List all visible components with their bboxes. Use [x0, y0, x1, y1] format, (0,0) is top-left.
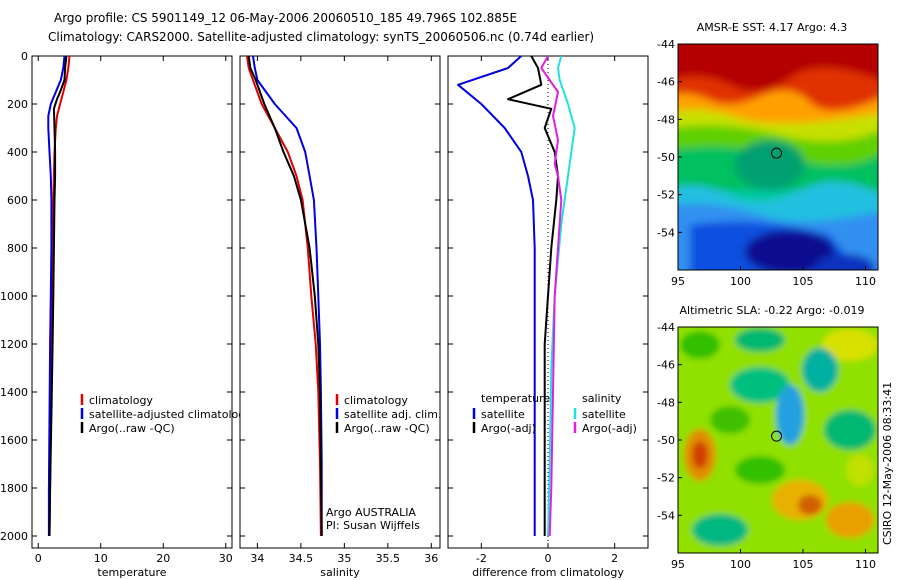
map-title: Altimetric SLA: -0.22 Argo: -0.019 — [680, 304, 865, 317]
y-tick-label: 1000 — [0, 290, 28, 303]
x-axis-label: temperature — [97, 566, 166, 579]
x-tick-label: 35 — [337, 552, 351, 565]
x-tick-label: -2 — [476, 552, 487, 565]
x-tick-label: 35.5 — [376, 552, 401, 565]
legend-entry: satellite — [582, 408, 626, 421]
series-line-cyan — [547, 56, 576, 537]
y-tick-label: -46 — [657, 359, 675, 372]
series-line-blue — [47, 56, 66, 536]
annotation-text: Argo AUSTRALIA — [326, 506, 416, 519]
x-tick-label: 30 — [219, 552, 233, 565]
series-line-blue — [252, 56, 323, 536]
y-tick-label: 1400 — [0, 386, 28, 399]
y-tick-label: 400 — [7, 146, 28, 159]
x-tick-label: 105 — [793, 558, 814, 571]
x-axis-label: salinity — [320, 566, 360, 579]
x-tick-label: 105 — [793, 275, 814, 288]
y-tick-label: 1600 — [0, 434, 28, 447]
x-tick-label: 110 — [855, 275, 876, 288]
y-tick-label: -54 — [657, 226, 675, 239]
y-tick-label: 200 — [7, 98, 28, 111]
x-axis-label: difference from climatology — [472, 566, 624, 579]
y-tick-label: 1200 — [0, 338, 28, 351]
y-tick-label: -52 — [657, 472, 675, 485]
x-tick-label: 34 — [250, 552, 264, 565]
header-line2: Climatology: CARS2000. Satellite-adjuste… — [48, 30, 594, 44]
sst-heatmap — [678, 44, 878, 270]
float-location-marker — [771, 430, 783, 442]
legend-title: salinity — [582, 392, 622, 405]
y-tick-label: -48 — [657, 396, 675, 409]
y-tick-label: 0 — [21, 50, 28, 63]
series-group — [457, 56, 576, 537]
y-tick-label: -46 — [657, 76, 675, 89]
x-tick-label: 0 — [35, 552, 42, 565]
legend-entry: satellite — [481, 408, 525, 421]
y-tick-label: -44 — [657, 321, 675, 334]
series-line-black — [48, 56, 68, 537]
series-group — [246, 56, 323, 537]
timestamp-label: CSIRO 12-May-2006 08:33:41 — [881, 382, 894, 545]
y-tick-label: -50 — [657, 434, 675, 447]
y-tick-label: 1800 — [0, 482, 28, 495]
panel-salinity: 34 34.5 35 35.5 36 salinity climatologysatelli… — [239, 55, 441, 579]
header-line1: Argo profile: CS 5901149_12 06-May-2006 … — [54, 11, 517, 25]
axes-box — [31, 55, 233, 549]
legend-entry: Argo(-adj) — [582, 422, 637, 435]
y-tick-label: -52 — [657, 189, 675, 202]
legend-entry: climatology — [89, 394, 153, 407]
series-line-blue — [457, 56, 536, 536]
legend-entry: Argo(..raw -QC) — [344, 422, 430, 435]
y-tick-label: -44 — [657, 38, 675, 51]
y-tick-label: 600 — [7, 194, 28, 207]
sla-heatmap — [678, 327, 878, 553]
y-tick-label: -48 — [657, 113, 675, 126]
map-sst: AMSR-E SST: 4.17 Argo: 4.3 95 100 105 110 -44… — [657, 21, 879, 288]
axes-box — [239, 55, 441, 549]
y-tick-label: 2000 — [0, 530, 28, 543]
legend-entry: Argo(-adj) — [481, 422, 536, 435]
x-tick-label: 36 — [424, 552, 438, 565]
legend-title: temperature — [481, 392, 550, 405]
map-title: AMSR-E SST: 4.17 Argo: 4.3 — [697, 21, 848, 34]
x-tick-label: 100 — [730, 275, 751, 288]
map-sla: Altimetric SLA: -0.22 Argo: -0.019 95 100 1… — [657, 304, 879, 571]
legend-entry: Argo(..raw -QC) — [89, 422, 175, 435]
series-line-red — [246, 56, 322, 537]
series-group — [47, 56, 71, 537]
panel-temperature: 0 10 20 30 0 200 400 600 800 1000 1200 1400 1600 1800… — [0, 50, 252, 579]
x-tick-label: 2 — [611, 552, 618, 565]
y-tick-label: 800 — [7, 242, 28, 255]
x-tick-label: 95 — [671, 275, 685, 288]
series-line-black — [247, 56, 323, 537]
series-line-black — [507, 56, 559, 536]
y-tick-label: -54 — [657, 509, 675, 522]
x-tick-label: 10 — [94, 552, 108, 565]
legend-entry: satellite-adjusted climatology — [89, 408, 252, 421]
annotation-text: PI: Susan Wijffels — [326, 519, 420, 532]
x-tick-label: 110 — [855, 558, 876, 571]
x-tick-label: 100 — [730, 558, 751, 571]
legend-entry: satellite adj. clim. — [344, 408, 441, 421]
x-tick-label: 95 — [671, 558, 685, 571]
series-line-magenta — [540, 56, 563, 537]
x-tick-label: 20 — [156, 552, 170, 565]
y-tick-label: -50 — [657, 151, 675, 164]
x-tick-label: 34.5 — [289, 552, 314, 565]
float-location-marker — [771, 147, 783, 159]
x-tick-label: 0 — [545, 552, 552, 565]
legend-entry: climatology — [344, 394, 408, 407]
